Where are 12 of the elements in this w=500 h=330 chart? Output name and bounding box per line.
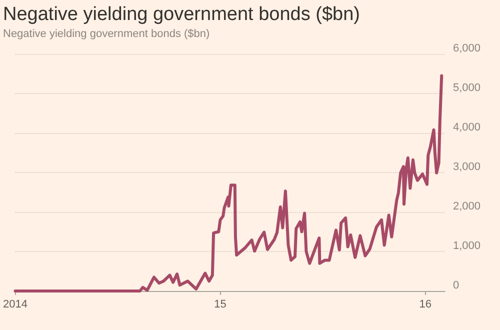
x-tick-label: 15 (214, 298, 226, 310)
y-tick-label: 2,000 (453, 200, 481, 212)
y-tick-label: 1,000 (453, 240, 481, 252)
chart-subtitle: Negative yielding government bonds ($bn) (3, 28, 210, 40)
y-tick-label: 6,000 (453, 42, 481, 54)
y-tick-label: 5,000 (453, 82, 481, 94)
y-tick-label: 4,000 (453, 122, 481, 134)
chart-title: Negative yielding government bonds ($bn) (3, 4, 360, 26)
y-tick-label: 0 (453, 280, 460, 292)
x-tick-label: 16 (419, 298, 432, 310)
y-tick-label: 3,000 (453, 161, 481, 173)
x-tick-label: 2014 (2, 298, 28, 310)
